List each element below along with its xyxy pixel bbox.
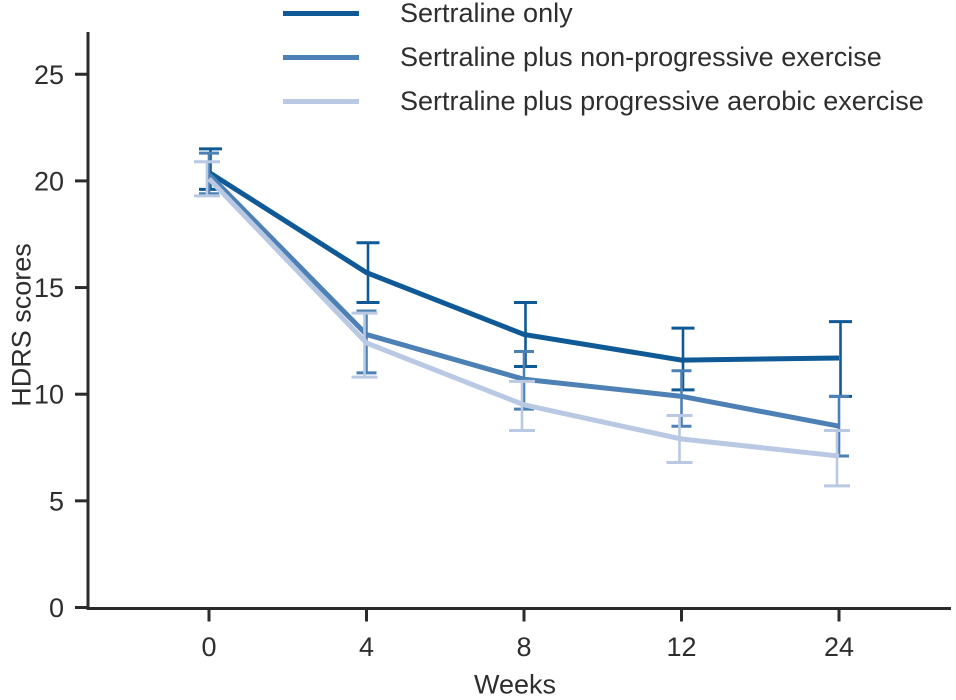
legend-swatch-line — [283, 54, 359, 60]
legend-item-label: Sertraline only — [400, 0, 573, 28]
y-tick-label: 15 — [34, 273, 64, 303]
x-tick-label: 8 — [516, 632, 531, 662]
y-tick-label: 10 — [34, 380, 64, 410]
x-tick-label: 24 — [824, 632, 854, 662]
y-tick-label: 0 — [49, 593, 64, 623]
legend-swatch-line — [283, 98, 359, 104]
x-axis-title: Weeks — [473, 669, 557, 700]
series-line — [207, 172, 840, 429]
legend-item: Sertraline only — [283, 0, 924, 35]
legend-item: Sertraline plus progressive aerobic exer… — [283, 79, 924, 123]
x-tick-label: 4 — [359, 632, 374, 662]
legend-item: Sertraline plus non-progressive exercise — [283, 35, 924, 79]
y-tick-label: 5 — [49, 486, 64, 516]
x-tick-label: 12 — [666, 632, 696, 662]
legend-swatch-line — [283, 10, 359, 16]
legend-item-label: Sertraline plus progressive aerobic exer… — [400, 85, 924, 116]
y-tick-label: 25 — [34, 60, 64, 90]
legend-item-label: Sertraline plus non-progressive exercise — [400, 41, 882, 72]
legend: Sertraline only Sertraline plus non-prog… — [283, 0, 924, 123]
y-tick-label: 20 — [34, 166, 64, 196]
series-line — [207, 170, 840, 363]
y-axis-title: HDRS scores — [6, 243, 37, 407]
x-tick-label: 0 — [201, 632, 216, 662]
series-line — [207, 177, 840, 459]
